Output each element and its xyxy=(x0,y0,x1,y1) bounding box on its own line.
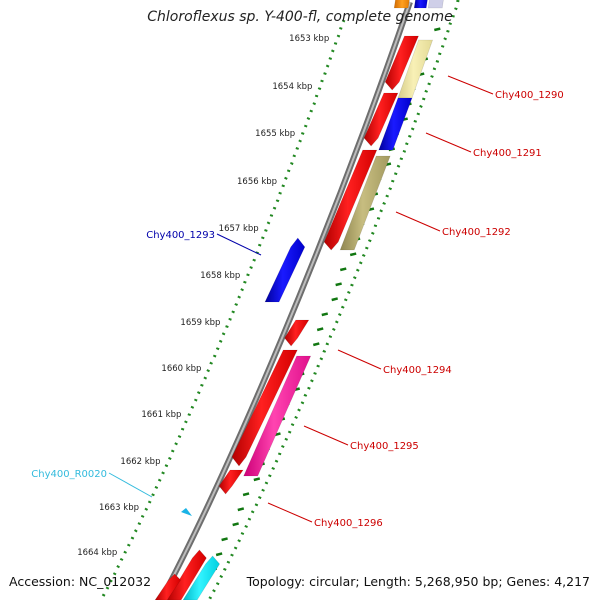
ruler-tick-label: 1653 kbp xyxy=(289,34,329,44)
gc-content-tick xyxy=(253,477,261,482)
genome-backbone-highlight xyxy=(159,1,411,603)
gene-chy400-1292-khaki[interactable] xyxy=(339,155,391,251)
gene-label-leader xyxy=(447,75,494,95)
ruler-tick-label: 1659 kbp xyxy=(180,318,220,328)
ruler-tick-label: 1664 kbp xyxy=(77,548,117,558)
gene-label-leader xyxy=(395,211,441,232)
ruler-dotted-circle xyxy=(99,19,346,601)
gene-label-leader xyxy=(425,132,472,153)
ruler-tick-label: 1662 kbp xyxy=(120,457,160,467)
genome-summary-text: Topology: circular; Length: 5,268,950 bp… xyxy=(246,574,590,589)
gc-content-tick xyxy=(316,327,324,332)
gc-content-tick xyxy=(237,507,245,512)
ruler-tick-label: 1655 kbp xyxy=(255,129,295,139)
map-title: Chloroflexus sp. Y-400-fl, complete geno… xyxy=(147,9,453,25)
gene-chy400-1295a-red[interactable] xyxy=(231,349,298,467)
gene-label[interactable]: Chy400_1291 xyxy=(473,148,542,159)
gene-label[interactable]: Chy400_1296 xyxy=(314,518,383,529)
gene-chy400-1292-red[interactable] xyxy=(323,149,378,251)
gene-chy400-1294-red[interactable] xyxy=(284,319,310,347)
ruler-tick-label: 1660 kbp xyxy=(161,364,201,374)
gene-label-leader xyxy=(267,502,313,523)
gc-content-tick xyxy=(339,267,347,272)
gene-grey-partial[interactable] xyxy=(427,0,444,9)
gc-content-tick xyxy=(232,522,239,527)
gene-label[interactable]: Chy400_1293 xyxy=(146,230,215,241)
ruler-tick-label: 1661 kbp xyxy=(141,410,181,420)
gc-content-tick xyxy=(434,27,441,32)
gene-label[interactable]: Chy400_1292 xyxy=(442,227,511,238)
gene-label[interactable]: Chy400_R0020 xyxy=(31,469,107,480)
outer-dotted-circle xyxy=(207,0,460,601)
gene-orange-partial[interactable] xyxy=(393,0,410,9)
gc-content-tick xyxy=(335,282,342,287)
gene-chy400-1291-blue[interactable] xyxy=(378,97,413,151)
gene-chy400-1296-red[interactable] xyxy=(218,469,244,495)
gc-content-tick xyxy=(349,252,357,257)
gene-chy400-1295-magenta[interactable] xyxy=(243,355,312,477)
ruler-tick-label: 1657 kbp xyxy=(219,224,259,234)
gene-chy400-1291-red[interactable] xyxy=(363,92,399,147)
gene-label-leader xyxy=(216,233,262,256)
gc-content-tick xyxy=(312,342,320,347)
ruler-tick-label: 1656 kbp xyxy=(237,177,277,187)
trna-chy400-r0020-marker[interactable] xyxy=(181,508,192,516)
gene-label[interactable]: Chy400_1290 xyxy=(495,90,564,101)
accession-text: Accession: NC_012032 xyxy=(9,574,152,589)
gene-chy400-1293-blue[interactable] xyxy=(264,237,306,303)
gene-chy400-1290-red[interactable] xyxy=(384,35,419,91)
gene-label[interactable]: Chy400_1295 xyxy=(350,441,419,452)
gc-content-tick xyxy=(331,297,339,302)
gc-content-tick xyxy=(221,537,228,542)
ruler-tick-label: 1654 kbp xyxy=(272,82,312,92)
gene-blue-partial[interactable] xyxy=(413,0,428,9)
ruler-tick-label: 1658 kbp xyxy=(200,271,240,281)
gc-content-tick xyxy=(215,552,223,557)
gc-content-tick xyxy=(242,492,250,497)
gene-label-leader xyxy=(108,472,153,498)
gene-label[interactable]: Chy400_1294 xyxy=(383,365,452,376)
gene-label-leader xyxy=(337,349,382,370)
ruler-tick-label: 1663 kbp xyxy=(99,503,139,513)
gene-label-leader xyxy=(303,425,349,446)
gc-content-tick xyxy=(321,312,329,317)
